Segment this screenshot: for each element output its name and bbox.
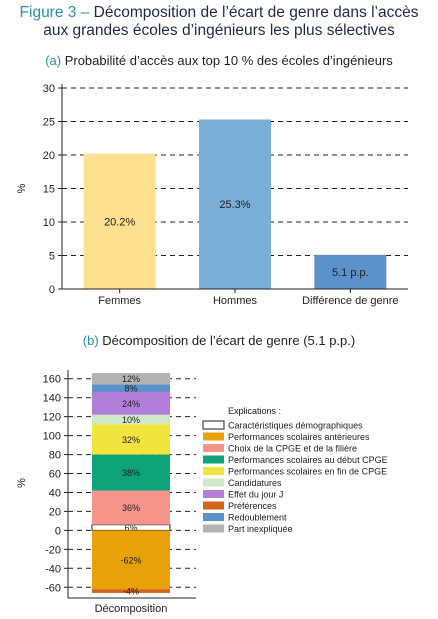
legend-label: Redoublement: [228, 513, 287, 523]
segment-data-label: 24%: [122, 399, 140, 409]
legend-label: Préférences: [228, 501, 277, 511]
legend-swatch: [203, 524, 224, 533]
legend-swatch: [203, 455, 224, 464]
legend-swatch: [202, 420, 225, 430]
y-tick-label: 120: [43, 412, 61, 424]
legend-label: Performances scolaires antérieures: [228, 432, 370, 442]
legend-swatch: [203, 490, 224, 498]
segment-data-label: 6%: [124, 523, 137, 533]
stack-segment: [92, 424, 170, 455]
stack-segment: [92, 373, 170, 385]
legend-label: Candidatures: [228, 478, 282, 488]
y-tick-label: 140: [43, 393, 61, 405]
y-axis-label: %: [16, 478, 28, 488]
y-tick-label: 100: [43, 431, 61, 443]
legend-label: Performances scolaires au début CPGE: [228, 455, 388, 465]
y-tick-label: 80: [49, 450, 61, 462]
y-tick-label: -60: [45, 582, 61, 594]
panel-b-title-text: Décomposition de l’écart de genre (5.1 p…: [102, 333, 356, 348]
y-tick-label: 15: [43, 184, 55, 196]
legend-swatch: [203, 501, 224, 510]
panel-a-title-text: Probabilité d’accès aux top 10 % des éco…: [64, 53, 393, 68]
figure-title-line1: Décomposition de l’écart de genre dans l…: [93, 4, 419, 21]
panel-a-title: (a) Probabilité d’accès aux top 10 % des…: [0, 53, 438, 68]
segment-data-label: 12%: [122, 374, 140, 384]
panel-a-tag: (a): [45, 53, 62, 68]
y-tick-label: 5: [49, 251, 55, 263]
stack-segment: [92, 589, 170, 593]
bar-data-label: 5.1 p.p.: [332, 267, 369, 279]
bar: [199, 119, 271, 290]
stack-segment: [92, 530, 170, 590]
panel-b-tag: (b): [82, 333, 99, 348]
y-tick-label: 20: [49, 506, 61, 518]
bar-data-label: 20.2%: [104, 216, 135, 228]
segment-data-label: 32%: [122, 435, 140, 445]
bar: [83, 153, 156, 289]
y-tick-label: 30: [43, 83, 55, 95]
x-tick-label: Hommes: [213, 295, 258, 307]
bar: [314, 254, 387, 289]
y-tick-label: 160: [43, 374, 61, 386]
stack-segment: [92, 414, 170, 425]
stack-segment: [92, 384, 170, 393]
panel-b-title: (b) Décomposition de l’écart de genre (5…: [0, 333, 438, 348]
segment-data-label: 36%: [122, 503, 140, 513]
stack-segment: [92, 392, 170, 415]
figure-title: Figure 3 – Décomposition de l’écart de g…: [4, 4, 434, 40]
x-tick-label: Femmes: [98, 295, 141, 307]
legend-label: Effet du jour J: [228, 490, 283, 500]
legend-title: Explications :: [228, 406, 281, 416]
legend-label: Caractéristiques démographiques: [228, 421, 363, 431]
segment-data-label: -62%: [120, 555, 141, 565]
y-tick-label: 0: [49, 284, 55, 296]
legend-swatch: [203, 478, 224, 487]
stack-segment: [92, 490, 170, 525]
y-tick-label: -40: [45, 563, 61, 575]
segment-data-label: 38%: [122, 468, 140, 478]
legend-label: Performances scolaires en fin de CPGE: [228, 467, 387, 477]
stack-segment: [92, 454, 170, 491]
y-tick-label: -20: [45, 544, 61, 556]
legend-swatch: [203, 467, 224, 475]
legend-label: Choix de la CPGE et de la filière: [228, 444, 357, 454]
y-tick-label: 20: [43, 150, 55, 162]
segment-data-label: -4%: [123, 587, 139, 597]
bar-data-label: 25.3%: [219, 199, 250, 211]
y-tick-label: 60: [49, 469, 61, 481]
figure-number: Figure 3 –: [19, 4, 90, 21]
y-tick-label: 25: [43, 117, 55, 129]
y-axis-label: %: [16, 183, 28, 193]
legend-label: Part inexpliquée: [228, 524, 293, 534]
y-tick-label: 40: [49, 487, 61, 499]
legend-swatch: [203, 432, 224, 441]
legend-swatch: [203, 444, 224, 452]
y-tick-label: 10: [43, 217, 55, 229]
x-tick-label: Différence de genre: [302, 295, 398, 307]
segment-data-label: 10%: [122, 415, 140, 425]
figure-title-line2: aux grandes écoles d’ingénieurs les plus…: [43, 22, 395, 39]
y-tick-label: 0: [55, 525, 61, 537]
legend-swatch: [203, 513, 224, 521]
segment-data-label: 8%: [124, 384, 137, 394]
x-tick-label: Décomposition: [95, 603, 168, 615]
